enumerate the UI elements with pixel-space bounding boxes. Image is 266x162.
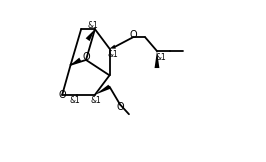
Text: O: O bbox=[116, 102, 124, 112]
Polygon shape bbox=[95, 85, 111, 95]
Polygon shape bbox=[71, 58, 81, 65]
Text: &1: &1 bbox=[90, 96, 101, 105]
Text: &1: &1 bbox=[107, 50, 118, 59]
Text: O: O bbox=[59, 90, 66, 100]
Text: O: O bbox=[82, 52, 90, 62]
Text: &1: &1 bbox=[70, 96, 81, 105]
Text: &1: &1 bbox=[155, 53, 166, 62]
Polygon shape bbox=[155, 51, 159, 68]
Text: &1: &1 bbox=[88, 21, 98, 30]
Text: O: O bbox=[129, 30, 137, 40]
Polygon shape bbox=[110, 45, 116, 49]
Polygon shape bbox=[86, 29, 95, 41]
